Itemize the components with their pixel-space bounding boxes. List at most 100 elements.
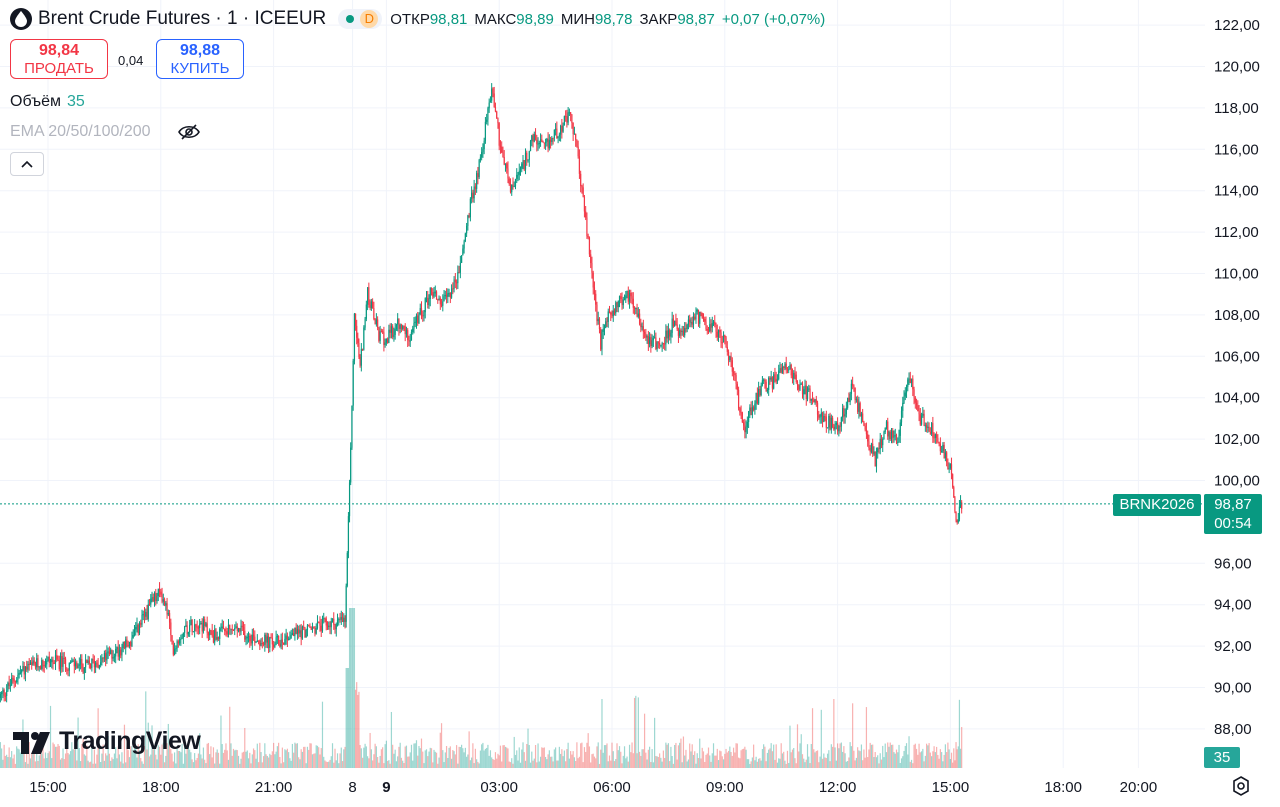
candle-body [496, 111, 498, 119]
candle-body [110, 649, 112, 654]
candle-body [726, 346, 728, 352]
volume-bar [956, 749, 958, 768]
candle-body [492, 88, 494, 94]
volume-bar [12, 758, 14, 768]
symbol-title[interactable]: Brent Crude Futures · 1 · ICEEUR [38, 8, 327, 29]
candle-body [293, 633, 295, 637]
volume-bar [368, 758, 370, 768]
candle-body [4, 695, 6, 697]
volume-bar [627, 761, 629, 768]
volume-bar [528, 745, 530, 768]
candle-body [77, 665, 79, 669]
volume-bar [929, 752, 931, 768]
volume-bar [271, 751, 273, 768]
volume-bar [606, 743, 608, 768]
candle-body [358, 343, 360, 358]
volume-bar [177, 750, 179, 768]
volume-bar [498, 755, 500, 768]
time-axis[interactable]: 15:00 18:00 21:00 8 9 03:00 06:00 09:00 12:00 15:… [29, 779, 1157, 796]
volume-bar [641, 749, 643, 768]
candle-body [679, 330, 681, 336]
volume-bar [379, 755, 381, 768]
volume-bar [72, 749, 74, 768]
volume-bar [902, 756, 904, 768]
sell-button[interactable]: 98,84 ПРОДАТЬ [10, 39, 108, 79]
candle-body [400, 324, 403, 329]
volume-bar [543, 747, 545, 768]
tradingview-logo[interactable]: TradingView [13, 727, 201, 756]
candle-body [321, 618, 324, 631]
volume-bar [445, 746, 448, 768]
candle-body [864, 425, 866, 430]
candle-body [809, 388, 811, 401]
candle-body [407, 330, 409, 341]
candle-body [731, 360, 733, 372]
volume-bar [855, 757, 857, 768]
candle-body [820, 412, 822, 417]
candle-body [843, 408, 845, 417]
candle-body [961, 502, 963, 510]
candle-body [789, 364, 791, 370]
volume-bar [66, 744, 68, 768]
candle-body [413, 323, 415, 329]
volume-bar [877, 755, 879, 768]
candle-body [273, 644, 275, 647]
volume-bar [77, 717, 79, 768]
candle-body [214, 629, 216, 643]
candle-body [151, 597, 153, 599]
candle-body [534, 134, 537, 140]
settings-icon[interactable] [1231, 776, 1251, 801]
buy-button[interactable]: 98,88 КУПИТЬ [156, 39, 244, 79]
market-status[interactable]: D [338, 9, 383, 29]
candle-body [196, 626, 198, 628]
candle-body [425, 297, 428, 299]
candle-body [63, 657, 65, 659]
candle-body [175, 648, 177, 650]
candle-body [128, 641, 131, 647]
volume-bar [692, 754, 695, 768]
candle-body [684, 328, 686, 336]
volume-indicator-legend[interactable]: Объём 35 [10, 93, 85, 111]
volume-bar [275, 751, 277, 768]
volume-bar [249, 752, 251, 768]
candle-body [608, 311, 611, 313]
candle-body [880, 438, 883, 446]
candle-body [598, 318, 601, 329]
candle-body [357, 337, 359, 344]
volume-bar [69, 751, 72, 768]
volume-bar [290, 760, 292, 768]
ema-indicator-legend[interactable]: EMA 20/50/100/200 [10, 123, 151, 140]
eye-crossed-icon[interactable] [178, 122, 200, 147]
candle-body [606, 321, 608, 323]
candle-body [593, 287, 596, 294]
price-axis[interactable]: 122,00120,00118,00116,00114,00112,00110,… [1214, 17, 1260, 738]
volume-bar [173, 752, 176, 768]
volume-bar [244, 727, 246, 768]
volume-bar [9, 757, 11, 768]
volume-bar [575, 760, 577, 768]
candle-body [607, 311, 609, 322]
volume-bar [231, 755, 233, 768]
candle-body [585, 211, 587, 218]
candle-body [736, 383, 738, 390]
volume-bar [640, 755, 642, 768]
candle-body [603, 327, 606, 329]
volume-bar [311, 754, 314, 768]
volume-bar [908, 736, 910, 768]
volume-bar [645, 752, 647, 768]
candle-body [31, 662, 33, 665]
candle-body [671, 318, 673, 333]
y-tick-label: 108,00 [1214, 307, 1260, 324]
candle-body [199, 623, 201, 629]
candle-body [840, 417, 842, 427]
volume-bar [843, 746, 845, 768]
candle-body [57, 659, 59, 661]
candle-body [259, 640, 261, 646]
volume-bar [925, 743, 928, 768]
volume-bar [380, 749, 382, 768]
volume-bar [669, 761, 671, 768]
collapse-legend-button[interactable] [10, 152, 44, 176]
symbol-drop-icon[interactable] [10, 8, 32, 30]
y-tick-label: 110,00 [1214, 266, 1259, 283]
